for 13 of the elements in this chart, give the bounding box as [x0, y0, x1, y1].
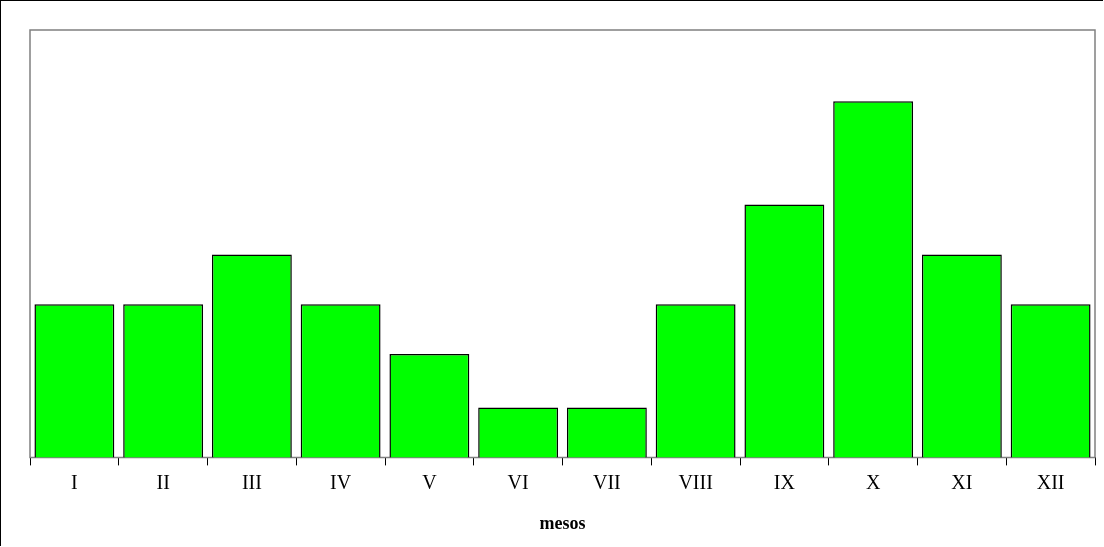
x-tick-label: II: [156, 470, 170, 493]
x-tick-label: VI: [507, 470, 529, 493]
x-tick-label: VIII: [678, 470, 713, 493]
x-tick-label: XII: [1036, 470, 1065, 493]
x-tick-label: IX: [773, 470, 796, 493]
x-tick-label: I: [71, 470, 78, 493]
x-tick-label: V: [422, 470, 438, 493]
x-tick-label: VII: [592, 470, 621, 493]
x-tick-label: III: [241, 470, 262, 493]
x-tick-label: IV: [330, 470, 352, 493]
x-tick-label: X: [865, 470, 881, 493]
x-axis-title: mesos: [539, 512, 586, 533]
x-tick-label: XI: [951, 470, 973, 493]
